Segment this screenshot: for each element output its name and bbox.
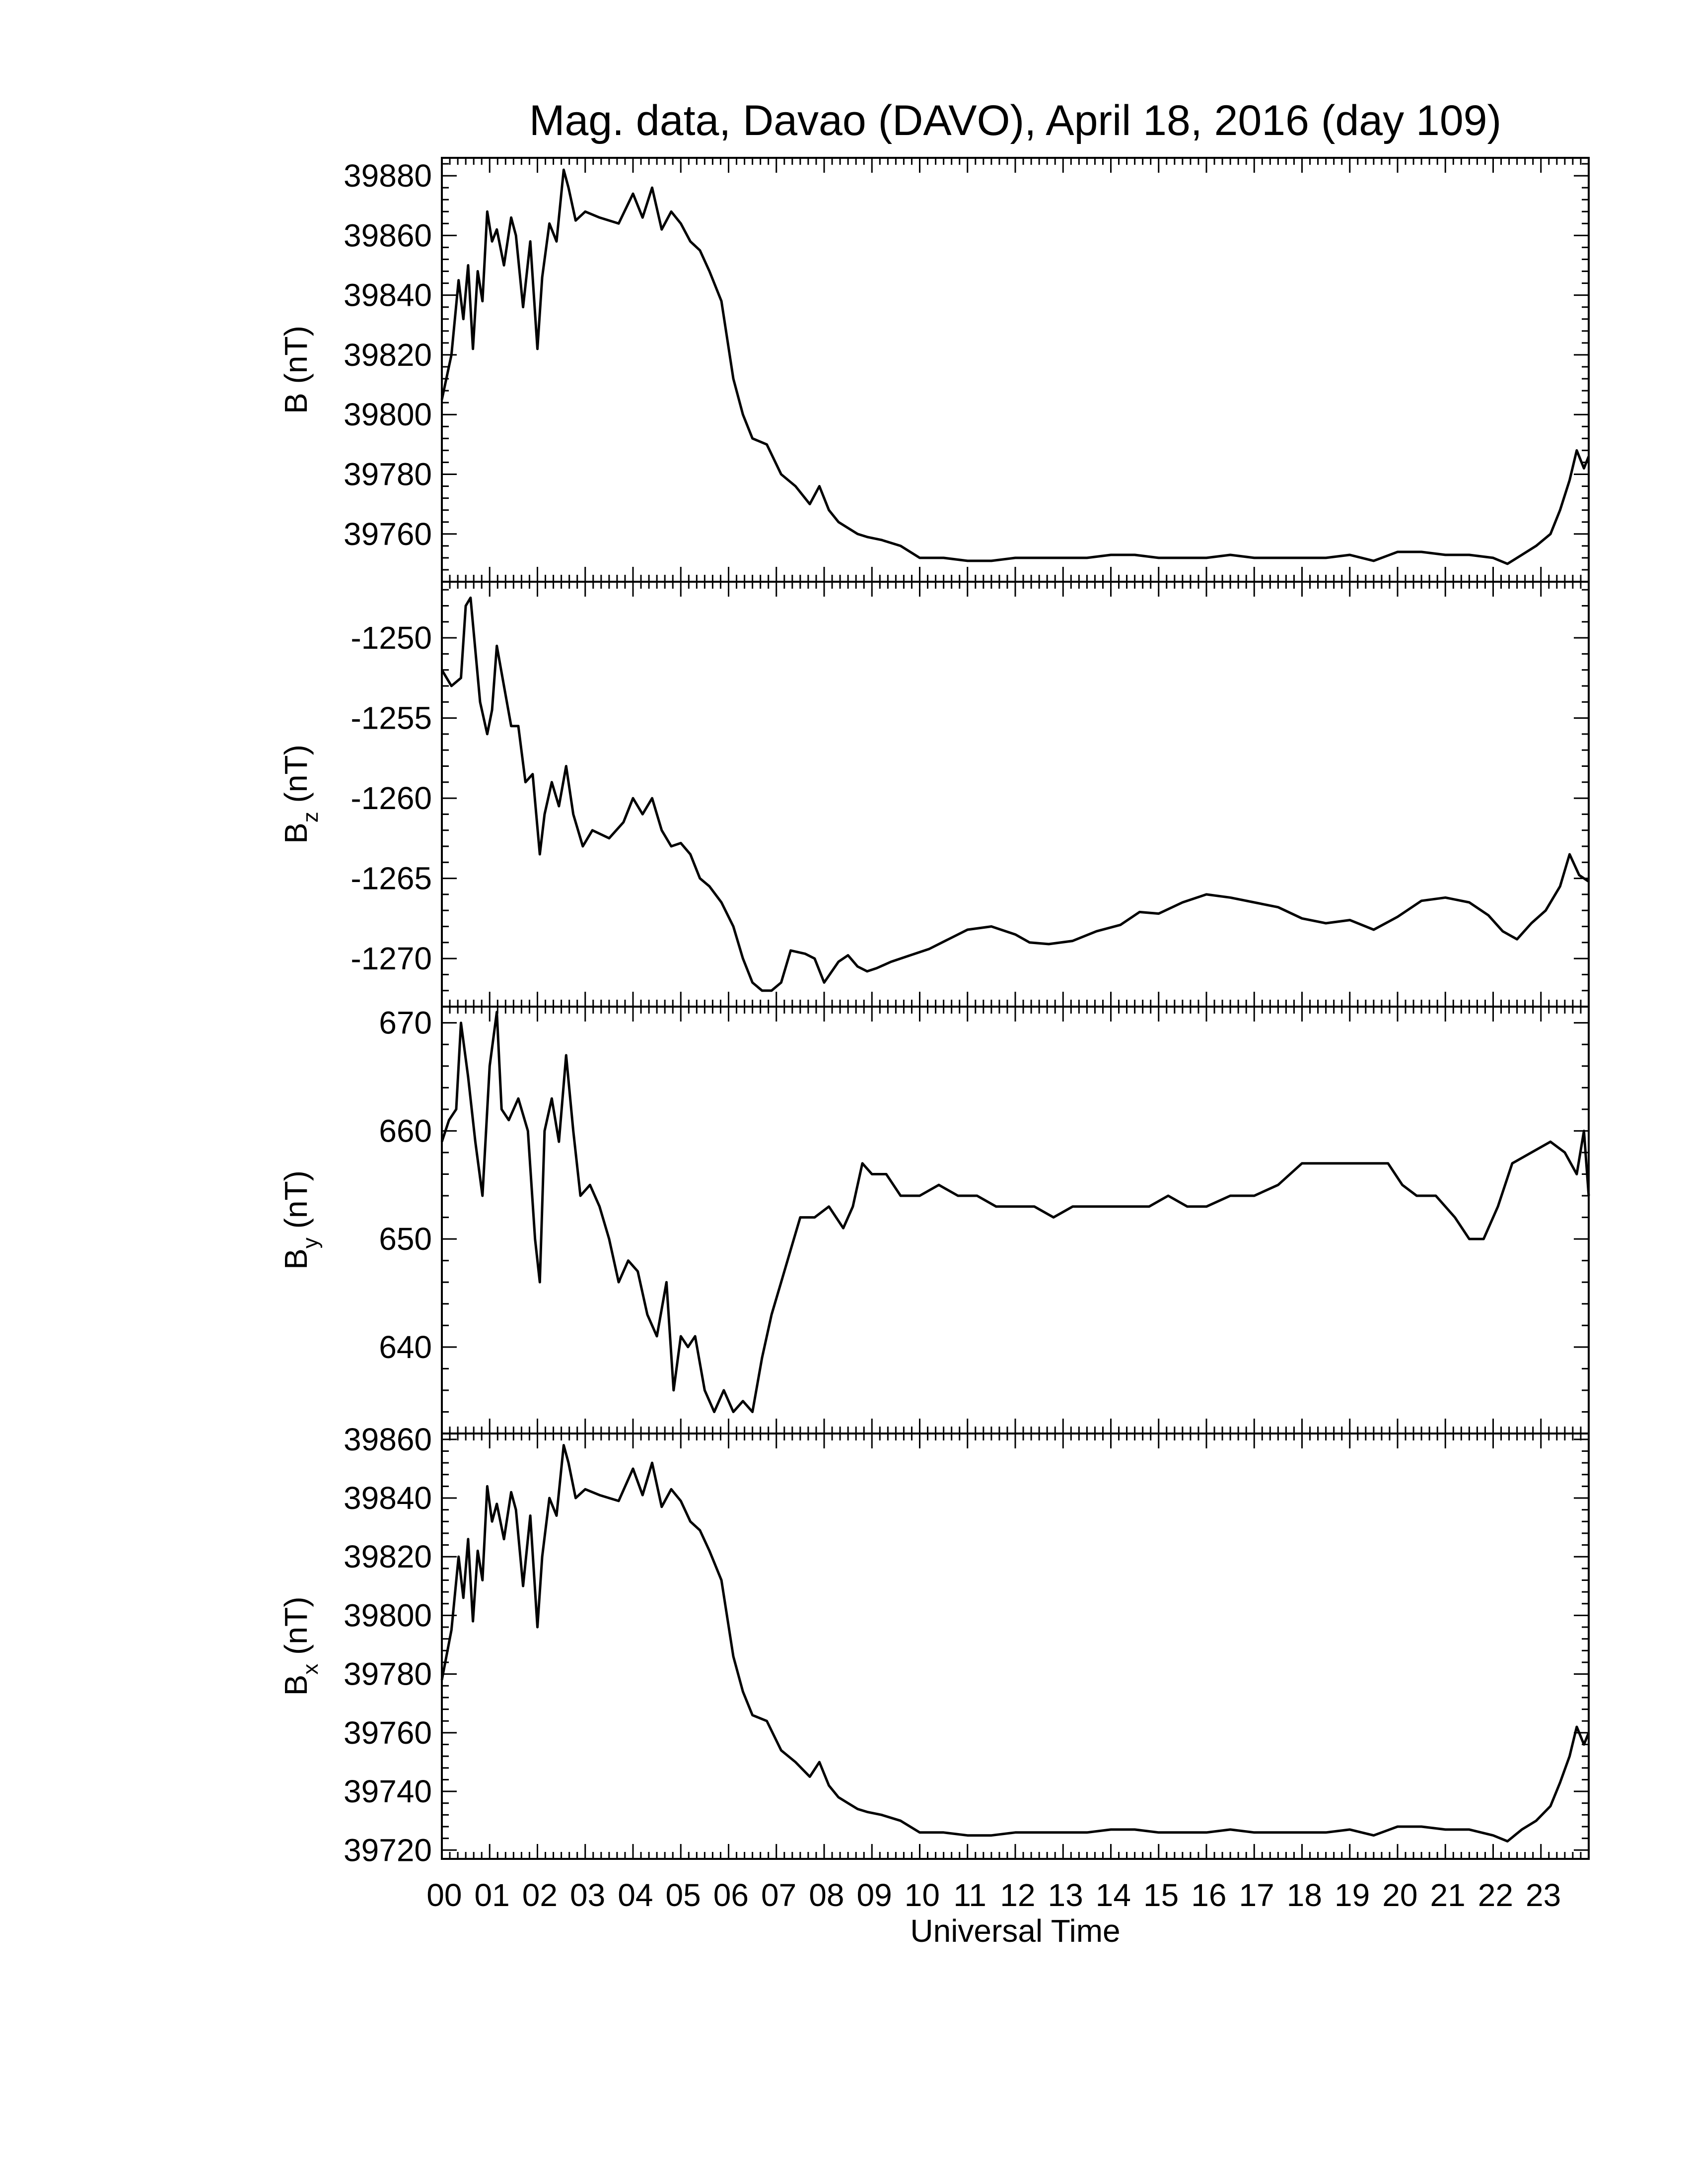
y-axis-label: By (nT) [278,1170,323,1270]
y-tick-label: 39760 [344,516,432,552]
x-tick-label: 06 [713,1877,749,1913]
y-tick-label: 650 [379,1221,432,1257]
x-tick-label: 09 [856,1877,892,1913]
x-tick-label: 20 [1382,1877,1417,1913]
panel-2: -1270 -1265 -1260 -1255 -1250 Bz (nT) [278,581,1590,1008]
panel-3: 640 650 660 670 By (nT) [278,1005,1590,1434]
x-tick-label: 08 [809,1877,844,1913]
x-tick-label: 07 [761,1877,796,1913]
y-tick-label: 39840 [344,1480,432,1516]
y-tick-label: 39880 [344,158,432,194]
series-line [440,1444,1590,1843]
y-tick-label: 39840 [344,277,432,313]
x-tick-label: 01 [474,1877,509,1913]
y-tick-label: 39740 [344,1774,432,1809]
x-tick-label: 12 [1000,1877,1035,1913]
y-tick-label: 39720 [344,1832,432,1868]
x-tick-label: 23 [1526,1877,1561,1913]
x-tick-label: 13 [1048,1877,1083,1913]
x-tick-label: 10 [905,1877,940,1913]
y-tick-label: -1250 [351,620,432,656]
panel-1: 39760 39780 39800 39820 39840 39860 39880 B (nT… [278,157,1590,583]
x-tick-label: 11 [953,1877,986,1913]
y-axis-label: Bx (nT) [278,1597,323,1696]
chart-title: Mag. data, Davao (DAVO), April 18, 2016 … [529,97,1501,144]
y-tick-label: -1255 [351,700,432,736]
series-line [440,596,1590,992]
y-tick-label: 39860 [344,1422,432,1457]
y-tick-label: 660 [379,1113,432,1149]
x-tick-label: 17 [1239,1877,1274,1913]
x-tick-label: 02 [522,1877,558,1913]
x-tick-label: 03 [570,1877,605,1913]
x-tick-label: 19 [1335,1877,1370,1913]
x-tick-label: 18 [1287,1877,1322,1913]
x-tick-label: 04 [618,1877,653,1913]
x-tick-label: 21 [1430,1877,1465,1913]
y-axis-label: B (nT) [278,326,314,414]
y-tick-label: 39780 [344,1656,432,1692]
y-tick-label: 39800 [344,1597,432,1633]
y-tick-label: -1270 [351,941,432,976]
x-tick-label: 16 [1191,1877,1226,1913]
y-tick-label: 39860 [344,217,432,253]
panels: 39760 39780 39800 39820 39840 39860 39880 B (nT… [278,157,1590,1868]
panel-4: 39720 39740 39760 39780 39800 39820 39840 39860… [278,1422,1590,1868]
x-axis-tick-labels: 00 01 02 03 04 05 06 07 08 09 10 11 12 13 14 15 16 17 18 19… [426,1877,1561,1913]
y-tick-label: 39820 [344,1539,432,1574]
series-line [440,168,1590,565]
x-tick-label: 15 [1143,1877,1179,1913]
x-axis-label: Universal Time [910,1913,1120,1949]
y-tick-label: 39800 [344,397,432,432]
y-axis-label: Bz (nT) [278,745,323,844]
y-tick-label: -1260 [351,780,432,816]
x-tick-label: 00 [426,1877,462,1913]
y-tick-label: -1265 [351,861,432,896]
x-tick-label: 14 [1096,1877,1131,1913]
x-tick-label: 05 [665,1877,701,1913]
y-tick-label: 670 [379,1005,432,1041]
x-tick-label: 22 [1478,1877,1513,1913]
y-tick-label: 39820 [344,337,432,373]
y-tick-label: 39760 [344,1715,432,1751]
y-tick-label: 640 [379,1329,432,1365]
y-tick-label: 39780 [344,456,432,492]
series-line [440,1011,1590,1413]
